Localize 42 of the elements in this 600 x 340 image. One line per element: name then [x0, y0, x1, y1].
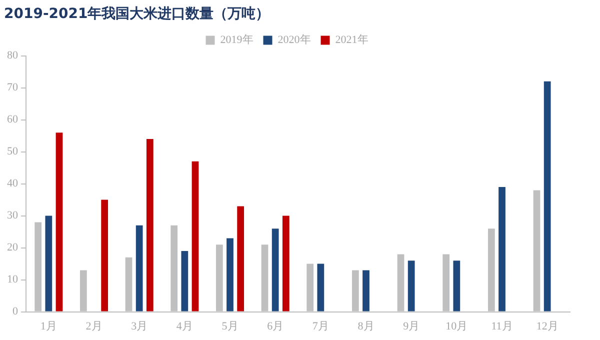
bar [544, 81, 551, 312]
chart-title: 2019-2021年我国大米进口数量（万吨） [4, 6, 270, 22]
y-tick-label: 0 [12, 306, 18, 318]
x-tick-label: 8月 [358, 320, 374, 332]
bar [181, 251, 188, 312]
x-tick-label: 5月 [222, 320, 238, 332]
bar [282, 216, 290, 312]
bar [101, 200, 108, 312]
y-tick-label: 80 [7, 50, 18, 62]
x-tick-label: 10月 [446, 320, 468, 332]
x-tick-label: 3月 [131, 320, 148, 332]
bar [146, 139, 154, 312]
y-tick-label: 10 [7, 274, 18, 286]
x-tick-label: 12月 [536, 320, 558, 332]
bar [192, 161, 199, 312]
y-tick-label: 40 [7, 178, 18, 190]
x-tick-label: 7月 [312, 320, 329, 332]
x-tick-label: 4月 [176, 320, 193, 332]
y-tick-label: 50 [7, 146, 18, 158]
bar [408, 260, 415, 312]
bar [317, 264, 324, 312]
y-tick-label: 20 [7, 242, 18, 254]
y-tick-label: 30 [7, 210, 18, 222]
bar [272, 228, 279, 312]
x-tick-label: 2月 [86, 320, 102, 332]
y-tick-label: 70 [7, 82, 18, 94]
bar [362, 270, 370, 312]
x-tick-label: 6月 [267, 320, 284, 332]
x-tick-label: 11月 [491, 320, 513, 332]
y-tick-label: 60 [7, 114, 18, 126]
bar [237, 206, 244, 312]
bar [136, 225, 143, 312]
bar [498, 187, 506, 312]
bar [453, 260, 460, 312]
bar [56, 132, 63, 312]
legend-label: 2021年 [335, 34, 368, 46]
bar [226, 238, 234, 312]
bar [45, 216, 52, 312]
x-tick-label: 9月 [403, 320, 420, 332]
legend-label: 2019年 [220, 34, 254, 46]
x-tick-label: 1月 [40, 320, 57, 332]
legend-label: 2020年 [278, 34, 311, 46]
